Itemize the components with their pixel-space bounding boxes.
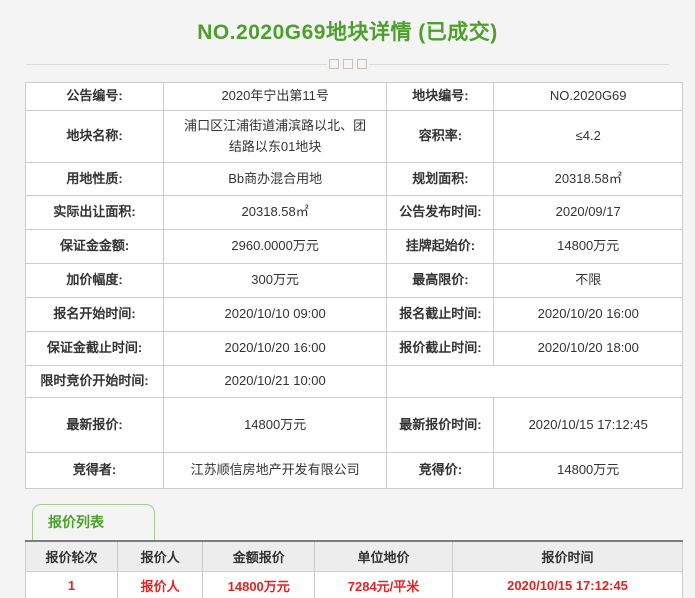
field-value: 300万元 (162, 263, 388, 298)
quote-list-table: 报价轮次 报价人 金额报价 单位地价 报价时间 1 报价人 14800万元 72… (25, 540, 683, 598)
page-title: NO.2020G69地块详情 (已成交) (197, 21, 498, 44)
field-value: 2020/10/21 10:00 (162, 365, 388, 398)
table-row: 实际出让面积: 20318.58㎡ 公告发布时间: 2020/09/17 (25, 195, 683, 230)
field-label: 公告发布时间: (386, 195, 495, 230)
field-value: 不限 (493, 263, 683, 298)
field-value-winning-price: 14800万元 (493, 452, 683, 489)
field-value: 2020/10/10 09:00 (162, 297, 388, 332)
field-value: 2020/10/20 16:00 (493, 297, 683, 332)
field-value: 2020/10/20 16:00 (162, 331, 388, 366)
field-label: 竞得者: (25, 452, 164, 489)
field-label: 公告编号: (25, 82, 164, 111)
table-row: 用地性质: Bb商办混合用地 规划面积: 20318.58㎡ (25, 162, 683, 196)
quote-time: 2020/10/15 17:12:45 (452, 571, 683, 598)
table-row: 竞得者: 江苏顺信房地产开发有限公司 竞得价: 14800万元 (25, 452, 683, 489)
field-label: 加价幅度: (25, 263, 164, 298)
quote-round: 1 (25, 571, 118, 598)
tab-quote-list[interactable]: 报价列表 (32, 504, 155, 540)
quote-header-row: 报价轮次 报价人 金额报价 单位地价 报价时间 (25, 540, 683, 572)
divider-square-icon (328, 59, 339, 69)
divider-line (368, 63, 669, 65)
field-value: 2020/10/20 18:00 (493, 331, 683, 366)
field-value: 浦口区江浦街道浦滨路以北、团结路以东01地块 (162, 110, 388, 163)
field-label: 报名截止时间: (386, 297, 495, 332)
field-value: Bb商办混合用地 (162, 162, 388, 196)
section-divider (26, 59, 669, 69)
land-detail-table: 公告编号: 2020年宁出第11号 地块编号: NO.2020G69 地块名称:… (25, 82, 683, 489)
field-label: 地块名称: (25, 110, 164, 163)
field-value: 2020年宁出第11号 (162, 82, 388, 111)
quote-bidder: 报价人 (116, 571, 204, 598)
field-label: 最新报价: (25, 397, 164, 453)
field-label: 容积率: (386, 110, 495, 163)
field-value-winner: 江苏顺信房地产开发有限公司 (162, 452, 388, 489)
field-label: 地块编号: (386, 82, 495, 111)
quote-amount: 14800万元 (202, 571, 316, 598)
table-row: 公告编号: 2020年宁出第11号 地块编号: NO.2020G69 (25, 82, 683, 111)
field-label: 保证金截止时间: (25, 331, 164, 366)
field-label: 报价截止时间: (386, 331, 495, 366)
column-header-unit-price: 单位地价 (314, 540, 454, 572)
field-label: 最新报价时间: (386, 397, 495, 453)
field-value: 20318.58㎡ (493, 162, 683, 196)
divider-square-icon (342, 59, 353, 69)
field-value: 14800万元 (162, 397, 388, 453)
table-row: 保证金金额: 2960.0000万元 挂牌起始价: 14800万元 (25, 229, 683, 264)
field-label: 规划面积: (386, 162, 495, 196)
table-row: 最新报价: 14800万元 最新报价时间: 2020/10/15 17:12:4… (25, 397, 683, 453)
field-label: 挂牌起始价: (386, 229, 495, 264)
field-label: 限时竞价开始时间: (25, 365, 164, 398)
field-value-latest-bid-time: 2020/10/15 17:12:45 (493, 397, 683, 453)
column-header-time: 报价时间 (452, 540, 683, 572)
divider-line (26, 63, 327, 65)
field-label: 保证金金额: (25, 229, 164, 264)
field-value: 2960.0000万元 (162, 229, 388, 264)
column-header-bidder: 报价人 (116, 540, 204, 572)
table-row: 地块名称: 浦口区江浦街道浦滨路以北、团结路以东01地块 容积率: ≤4.2 (25, 110, 683, 163)
divider-square-icon (356, 59, 367, 69)
field-value: ≤4.2 (493, 110, 683, 163)
table-row: 加价幅度: 300万元 最高限价: 不限 (25, 263, 683, 298)
field-label: 实际出让面积: (25, 195, 164, 230)
quote-unit-price: 7284元/平米 (314, 571, 454, 598)
table-row: 保证金截止时间: 2020/10/20 16:00 报价截止时间: 2020/1… (25, 331, 683, 366)
field-value-starting-price: 14800万元 (493, 229, 683, 264)
column-header-amount: 金额报价 (202, 540, 316, 572)
field-label: 用地性质: (25, 162, 164, 196)
quote-row: 1 报价人 14800万元 7284元/平米 2020/10/15 17:12:… (25, 571, 683, 598)
field-value: 2020/09/17 (493, 195, 683, 230)
column-header-round: 报价轮次 (25, 540, 118, 572)
table-row: 限时竞价开始时间: 2020/10/21 10:00 (25, 365, 683, 398)
field-value: NO.2020G69 (493, 82, 683, 111)
field-value: 20318.58㎡ (162, 195, 388, 230)
empty-cell (386, 365, 683, 398)
table-row: 报名开始时间: 2020/10/10 09:00 报名截止时间: 2020/10… (25, 297, 683, 332)
field-label: 竞得价: (386, 452, 495, 489)
field-label: 最高限价: (386, 263, 495, 298)
field-label: 报名开始时间: (25, 297, 164, 332)
